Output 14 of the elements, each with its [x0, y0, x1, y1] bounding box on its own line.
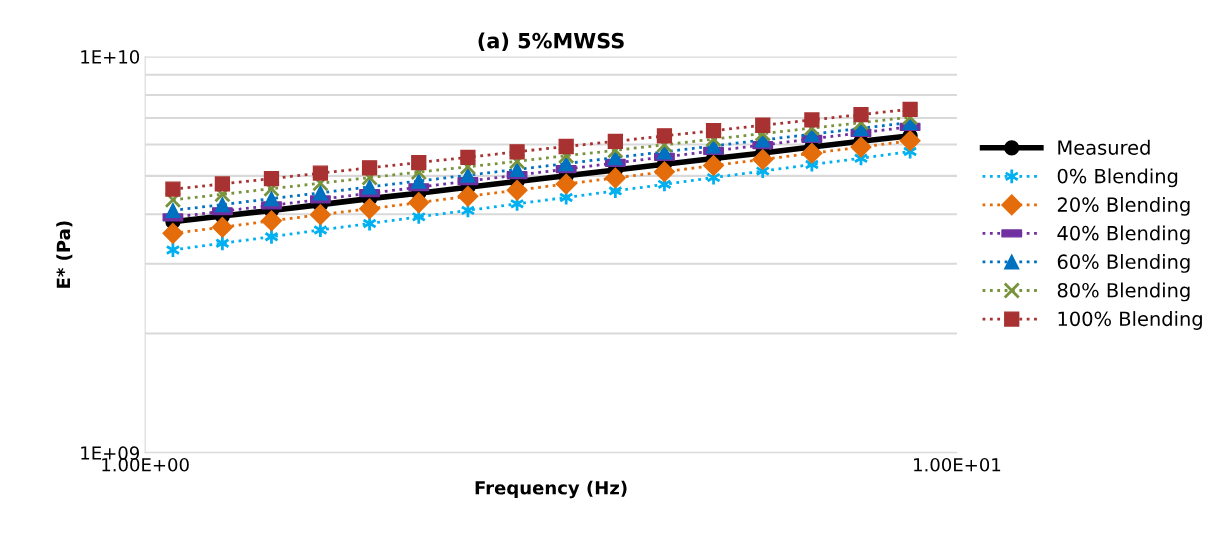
y-axis-title: E* (Pa): [56, 221, 73, 288]
legend-label: 40% Blending: [1057, 225, 1190, 245]
legend-label: 20% Blending: [1057, 196, 1190, 216]
y-tick-label: 1E+10: [81, 50, 140, 64]
legend-label: 100% Blending: [1058, 311, 1202, 330]
legend-label: 60% Blending: [1057, 254, 1190, 273]
x-tick-label: 1.00E+01: [914, 457, 1001, 472]
legend-label: 0% Blending: [1057, 168, 1178, 188]
x-tick-label: 1.00E+00: [102, 457, 189, 472]
chart-title: (a) 5%MWSS: [478, 32, 624, 52]
legend-label: 80% Blending: [1057, 282, 1190, 302]
y-tick-label: 1E+09: [81, 446, 140, 460]
x-axis-title: Frequency (Hz): [475, 480, 627, 499]
legend-label: Measured: [1058, 139, 1150, 155]
